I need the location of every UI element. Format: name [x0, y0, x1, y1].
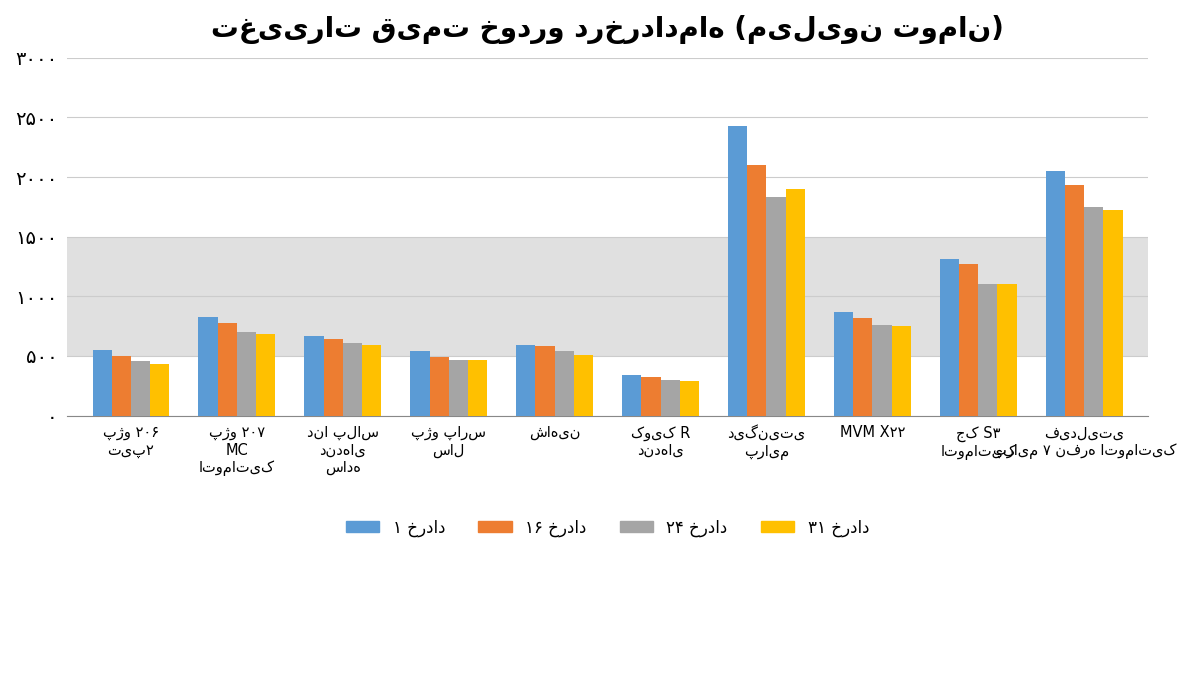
Bar — [679, 381, 698, 415]
Bar — [1104, 211, 1122, 415]
Bar — [853, 318, 872, 415]
Bar — [305, 336, 324, 415]
Bar — [256, 334, 275, 415]
Bar — [786, 189, 805, 415]
Bar — [623, 375, 642, 415]
Bar — [217, 322, 236, 415]
Bar — [343, 343, 361, 415]
Bar — [1046, 171, 1066, 415]
Bar — [997, 285, 1016, 415]
Bar — [642, 378, 660, 415]
Bar — [198, 316, 217, 415]
Bar — [941, 259, 959, 415]
Bar — [978, 285, 997, 415]
Bar — [150, 364, 169, 415]
Bar — [834, 312, 853, 415]
Bar — [554, 351, 574, 415]
Bar — [535, 347, 554, 415]
Bar — [410, 351, 430, 415]
Bar — [516, 345, 535, 415]
Bar — [324, 339, 343, 415]
Bar — [748, 165, 767, 415]
Bar — [67, 237, 1148, 356]
Bar — [574, 355, 593, 415]
Bar — [728, 126, 748, 415]
Bar — [468, 359, 487, 415]
Legend: ۱ خرداد, ۱۶ خرداد, ۲۴ خرداد, ۳۱ خرداد: ۱ خرداد, ۱۶ خرداد, ۲۴ خرداد, ۳۱ خرداد — [340, 511, 876, 543]
Bar — [1085, 207, 1104, 415]
Bar — [92, 350, 112, 415]
Bar — [131, 361, 150, 415]
Title: تغییرات قیمت خودرو درخردادماه (میلیون تومان): تغییرات قیمت خودرو درخردادماه (میلیون تو… — [211, 15, 1004, 44]
Bar — [872, 325, 892, 415]
Bar — [361, 345, 380, 415]
Bar — [112, 356, 131, 415]
Bar — [892, 326, 911, 415]
Bar — [430, 357, 449, 415]
Bar — [1066, 186, 1085, 415]
Bar — [959, 264, 978, 415]
Bar — [660, 380, 679, 415]
Bar — [236, 332, 256, 415]
Bar — [767, 197, 786, 415]
Bar — [449, 359, 468, 415]
